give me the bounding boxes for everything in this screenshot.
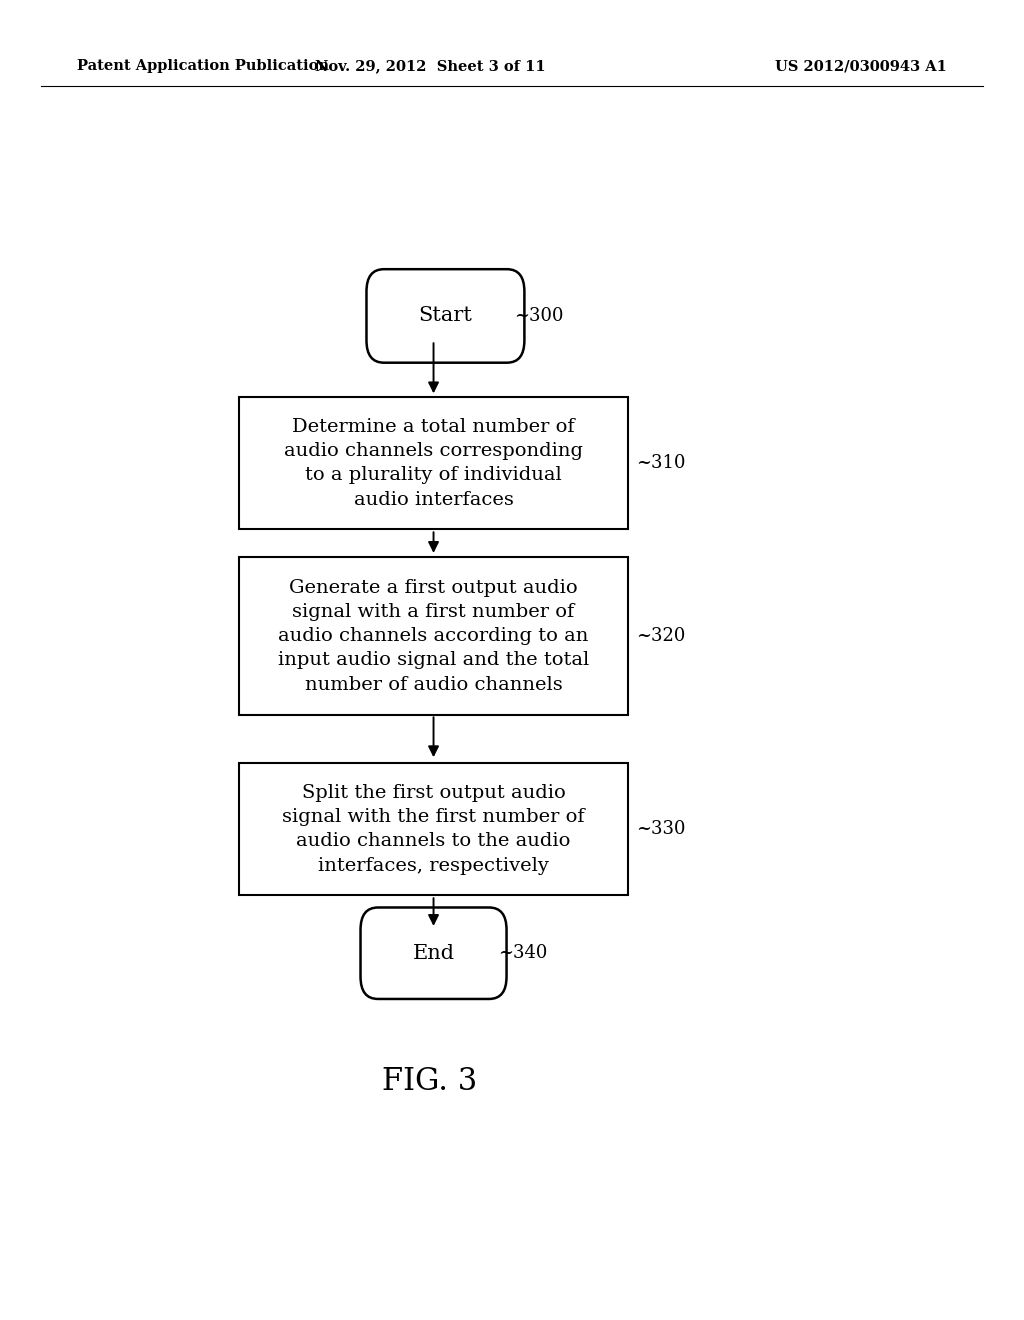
Text: Generate a first output audio
signal with a first number of
audio channels accor: Generate a first output audio signal wit…: [278, 578, 589, 694]
FancyBboxPatch shape: [367, 269, 524, 363]
Text: ~300: ~300: [514, 308, 564, 325]
Bar: [240, 557, 628, 715]
Text: Nov. 29, 2012  Sheet 3 of 11: Nov. 29, 2012 Sheet 3 of 11: [314, 59, 546, 73]
Bar: [240, 397, 628, 529]
Bar: [240, 763, 628, 895]
Text: ~330: ~330: [636, 820, 685, 838]
Text: FIG. 3: FIG. 3: [382, 1065, 477, 1097]
FancyBboxPatch shape: [360, 907, 507, 999]
Text: Patent Application Publication: Patent Application Publication: [77, 59, 329, 73]
Text: Start: Start: [419, 306, 472, 326]
Text: ~340: ~340: [499, 944, 548, 962]
Text: ~310: ~310: [636, 454, 685, 473]
Text: Determine a total number of
audio channels corresponding
to a plurality of indiv: Determine a total number of audio channe…: [284, 418, 583, 508]
Text: Split the first output audio
signal with the first number of
audio channels to t: Split the first output audio signal with…: [283, 784, 585, 875]
Text: ~320: ~320: [636, 627, 685, 645]
Text: US 2012/0300943 A1: US 2012/0300943 A1: [775, 59, 947, 73]
Text: End: End: [413, 944, 455, 962]
